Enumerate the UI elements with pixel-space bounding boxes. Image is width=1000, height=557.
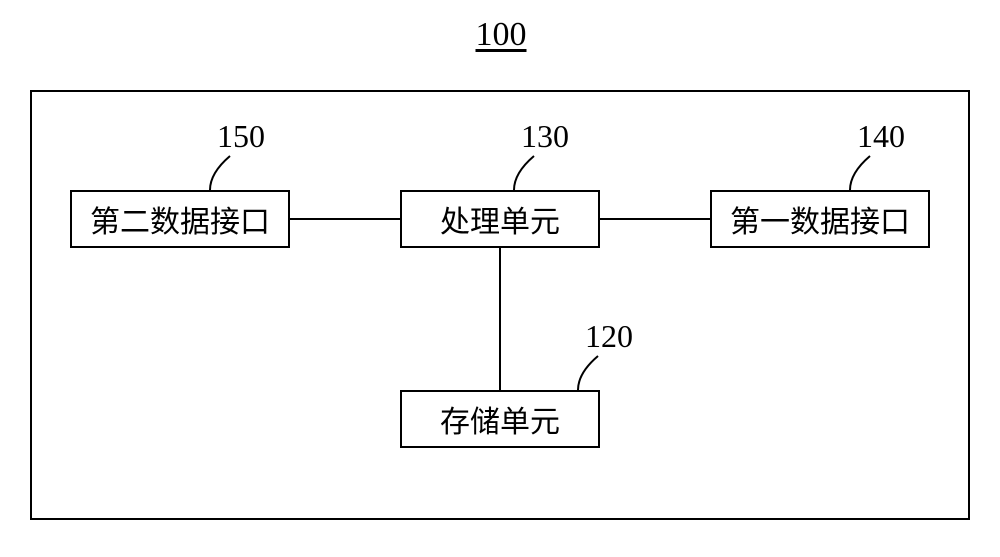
node-label: 第一数据接口 xyxy=(730,197,910,241)
leader-line-120 xyxy=(572,350,604,396)
node-processing-unit: 处理单元 xyxy=(400,190,600,248)
edge-130-120 xyxy=(499,248,501,390)
node-storage-unit: 存储单元 xyxy=(400,390,600,448)
edge-130-140 xyxy=(600,218,710,220)
edge-150-130 xyxy=(290,218,400,220)
node-label: 第二数据接口 xyxy=(90,197,270,241)
diagram-ref-100: 100 xyxy=(466,16,536,54)
diagram-canvas: 100 第二数据接口 150 处理单元 130 第一数据接口 140 存储单元 … xyxy=(0,0,1000,557)
node-label: 存储单元 xyxy=(440,397,560,441)
leader-line-150 xyxy=(204,150,236,196)
leader-line-140 xyxy=(844,150,876,196)
node-first-data-interface: 第一数据接口 xyxy=(710,190,930,248)
node-label: 处理单元 xyxy=(440,197,560,241)
node-second-data-interface: 第二数据接口 xyxy=(70,190,290,248)
leader-line-130 xyxy=(508,150,540,196)
